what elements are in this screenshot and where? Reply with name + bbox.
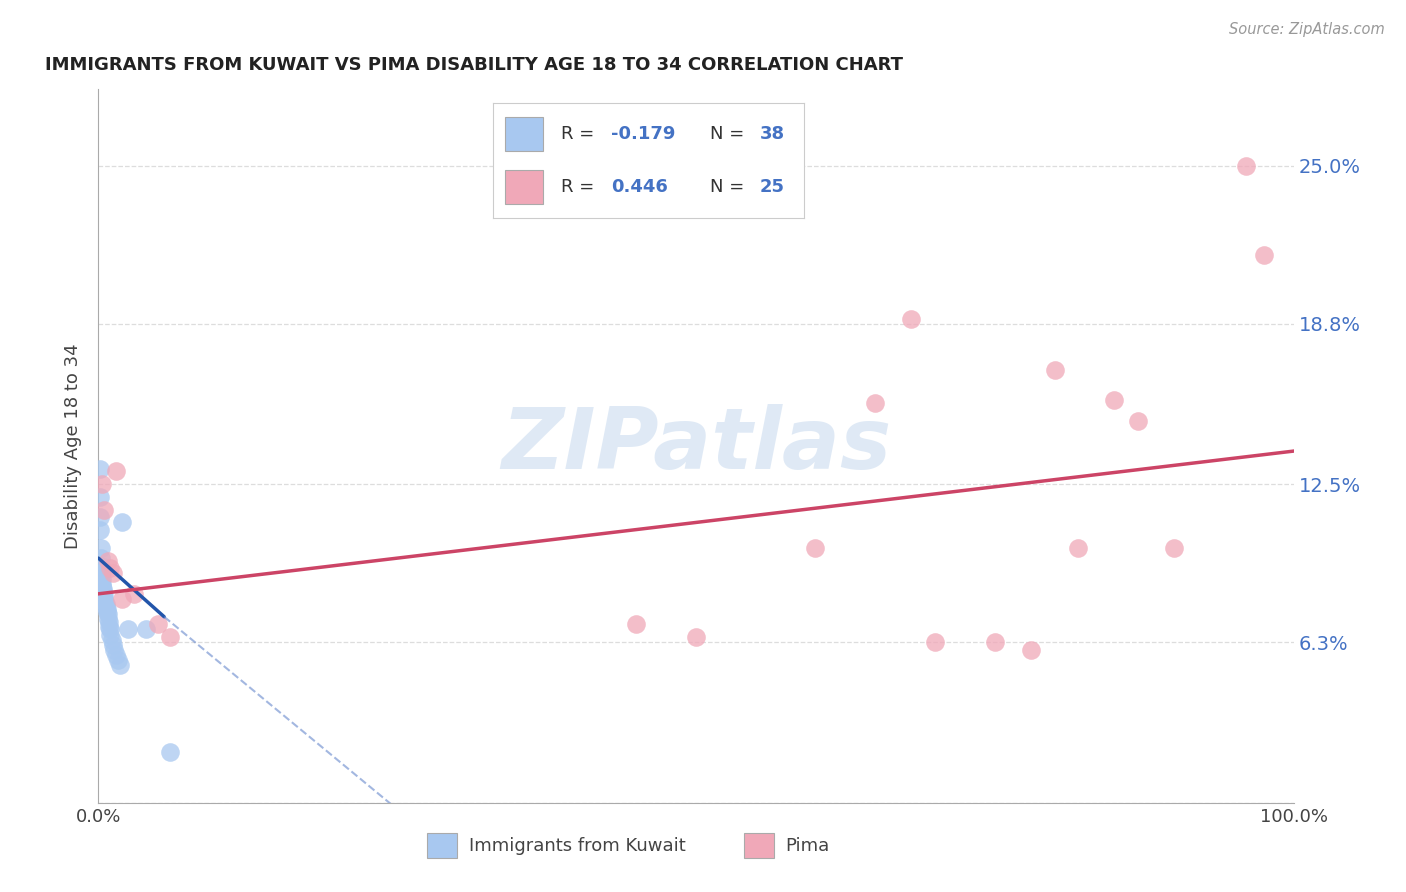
- Point: [804, 541, 827, 555]
- Point: [984, 635, 1007, 649]
- Point: [90, 558, 112, 573]
- Point: [900, 311, 922, 326]
- Point: [111, 516, 134, 530]
- Point: [108, 658, 131, 673]
- Point: [91, 477, 114, 491]
- Point: [124, 587, 146, 601]
- Point: [89, 510, 111, 524]
- Point: [103, 643, 125, 657]
- Point: [93, 502, 115, 516]
- Point: [93, 594, 115, 608]
- Point: [1043, 362, 1066, 376]
- Text: IMMIGRANTS FROM KUWAIT VS PIMA DISABILITY AGE 18 TO 34 CORRELATION CHART: IMMIGRANTS FROM KUWAIT VS PIMA DISABILIT…: [45, 56, 903, 74]
- Point: [93, 590, 115, 604]
- Point: [98, 627, 122, 641]
- Point: [97, 554, 120, 568]
- Point: [90, 541, 112, 555]
- Point: [98, 561, 122, 575]
- Point: [97, 612, 120, 626]
- Point: [91, 566, 114, 581]
- Text: ZIPatlas: ZIPatlas: [501, 404, 891, 488]
- Point: [148, 617, 170, 632]
- Point: [1128, 413, 1150, 427]
- Point: [105, 648, 128, 662]
- Point: [1019, 643, 1042, 657]
- Point: [107, 653, 129, 667]
- Point: [89, 490, 111, 504]
- Point: [90, 566, 112, 581]
- Point: [101, 638, 124, 652]
- Point: [865, 395, 887, 409]
- Y-axis label: Disability Age 18 to 34: Disability Age 18 to 34: [65, 343, 83, 549]
- Point: [1104, 393, 1126, 408]
- Point: [89, 523, 111, 537]
- Point: [96, 605, 118, 619]
- Point: [105, 465, 128, 479]
- Point: [1067, 541, 1090, 555]
- Point: [1234, 159, 1257, 173]
- Point: [98, 620, 121, 634]
- Point: [94, 597, 117, 611]
- Point: [91, 587, 114, 601]
- Point: [626, 617, 648, 632]
- Point: [98, 623, 122, 637]
- Point: [685, 630, 707, 644]
- Point: [101, 566, 124, 581]
- Point: [91, 572, 114, 586]
- Point: [111, 591, 134, 606]
- Point: [98, 615, 121, 629]
- Point: [91, 576, 114, 591]
- Point: [93, 591, 115, 606]
- Point: [91, 579, 114, 593]
- Point: [117, 623, 139, 637]
- Point: [100, 632, 122, 647]
- Point: [91, 582, 114, 596]
- Point: [96, 602, 118, 616]
- Point: [135, 623, 157, 637]
- Point: [91, 584, 114, 599]
- Point: [1253, 248, 1275, 262]
- Point: [924, 635, 946, 649]
- Point: [94, 599, 117, 614]
- Point: [89, 462, 111, 476]
- Point: [159, 630, 181, 644]
- Point: [159, 745, 181, 759]
- Text: Source: ZipAtlas.com: Source: ZipAtlas.com: [1229, 22, 1385, 37]
- Point: [90, 551, 112, 566]
- Point: [97, 607, 120, 622]
- Point: [1163, 541, 1185, 555]
